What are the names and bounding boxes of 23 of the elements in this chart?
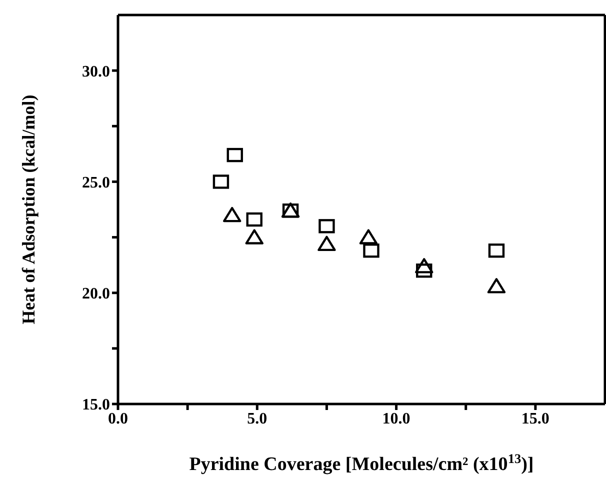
point (246, 212, 262, 227)
point (487, 278, 506, 294)
x-tick-label: 5.0 (247, 410, 268, 428)
point (222, 206, 242, 222)
point (415, 258, 434, 274)
x-axis-title: Pyridine Coverage [Molecules/cm² (x10$^{13}$)] (189, 450, 534, 475)
y-tick-label: 25.0 (82, 174, 110, 192)
y-tick-label: 30.0 (82, 63, 110, 80)
point (488, 244, 505, 258)
x-tick-label: 10.0 (382, 410, 410, 428)
point (318, 219, 335, 234)
x-tick-label: 15.0 (521, 410, 550, 428)
point (318, 236, 336, 252)
y-tick-label: 20.0 (82, 286, 110, 303)
y-tick-label: 15.0 (82, 396, 110, 414)
point (245, 229, 264, 244)
point (359, 229, 378, 244)
point (226, 148, 243, 162)
point (212, 174, 230, 189)
point (363, 244, 380, 258)
point (416, 264, 432, 278)
x-tick-label: 0.0 (108, 410, 128, 428)
y-axis-title: Heat of Adsorption (kcal/mol) (18, 94, 38, 324)
